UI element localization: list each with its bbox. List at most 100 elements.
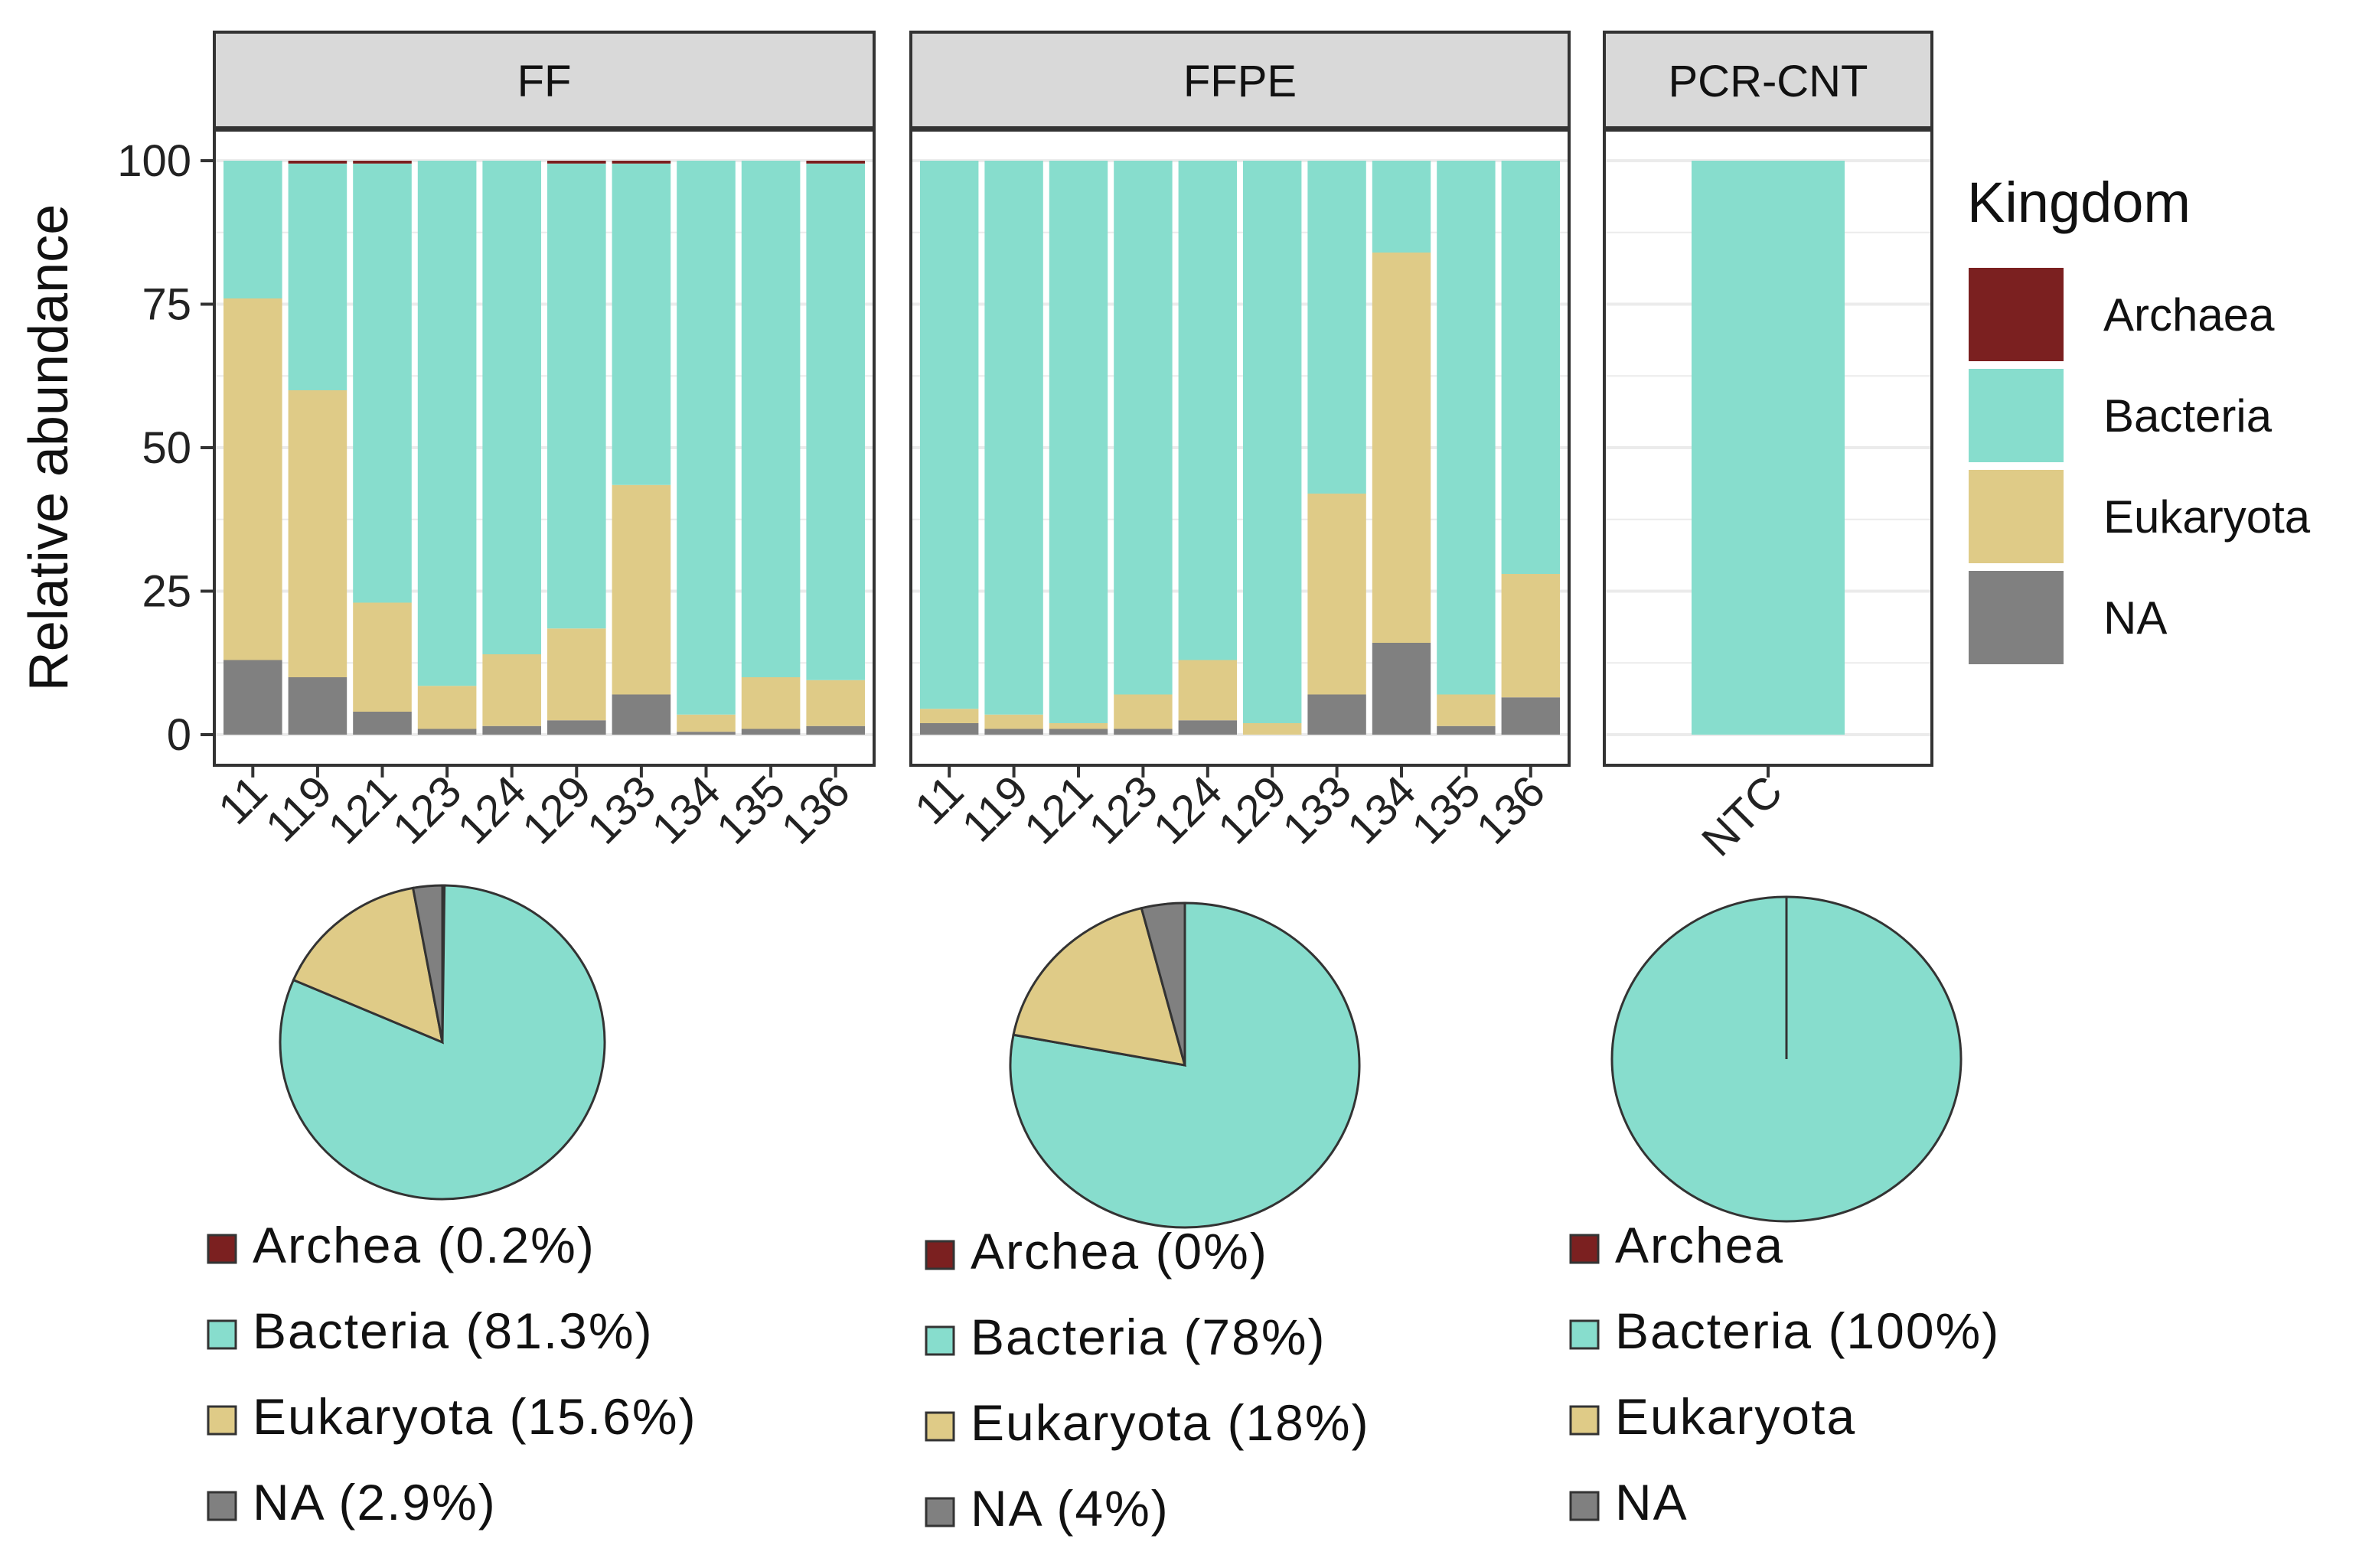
pie-slice-na [411,884,444,1043]
bar-segment-na [1178,720,1237,735]
bar-segment-bacteria [353,163,412,603]
bar-segment-na [224,660,282,735]
pie-slice-na [1140,901,1186,1066]
pie-legend-swatch-na [1569,1491,1600,1521]
facet-strip-label: FF [517,57,572,106]
bar-segment-na [547,720,606,735]
kingdom-legend: Kingdom Archaea Bacteria Eukaryota NA [1967,171,2311,664]
legend-label-bacteria: Bacteria [2103,390,2273,442]
bar-segment-na [1307,694,1366,735]
bar-segment-bacteria [806,163,865,680]
legend-label-eukaryota: Eukaryota [2103,491,2311,543]
pie-slice-eukaryota [1012,906,1187,1067]
bar-segment-bacteria [677,161,736,715]
pie-legend-swatch-na [925,1497,955,1527]
bar-segment-na [920,723,979,735]
panel-frame [1603,129,1933,767]
facet-strip-label: FFPE [1183,57,1297,106]
pie-legend-swatch-eukaryota [925,1411,955,1442]
bar-segment-na [1372,643,1431,735]
bar-segment-eukaryota [806,680,865,726]
bar-segment-na [984,729,1043,735]
pie-legend-label-bacteria: Bacteria (78%) [971,1309,1326,1365]
x-tick-label: 136 [772,766,859,853]
bar-segment-archaea [547,161,606,164]
y-tick-label: 0 [167,710,191,760]
bar-segment-bacteria [1372,161,1431,253]
facet-pcr-cnt: PCR-CNT NTC [1603,31,1933,865]
bar-segment-archaea [353,161,412,164]
bar-segment-eukaryota [741,677,801,729]
bar-segment-eukaryota [1049,723,1108,729]
bar-segment-bacteria [288,163,347,390]
bar-segment-eukaryota [482,654,541,726]
legend-swatch-na [1969,571,2064,664]
pie-legend-label-eukaryota: Eukaryota (15.6%) [253,1388,697,1445]
bar-segment-bacteria [1178,161,1237,660]
bar-segment-na [612,694,671,735]
legend-swatch-archaea [1969,268,2064,361]
bar-segment-na [806,725,865,735]
pie-legend-label-eukaryota: Eukaryota [1615,1388,1856,1445]
pie-legend-label-archaea: Archea (0%) [971,1223,1268,1280]
pie-legend-label-na: NA (2.9%) [253,1474,497,1531]
bar-segment-na [417,729,477,735]
y-tick-label: 50 [142,423,191,473]
facet-strip [1603,31,1933,129]
bar-segment-bacteria [1692,161,1845,735]
bar-segment-eukaryota [1178,660,1237,721]
panel-frame [213,129,876,767]
bar-segment-bacteria [1114,161,1173,695]
bar-segment-eukaryota [1307,494,1366,695]
bar-segment-eukaryota [288,390,347,677]
pie-legend-swatch-eukaryota [207,1405,237,1436]
pie-legend-swatch-bacteria [925,1325,955,1356]
bar-segment-eukaryota [417,686,477,729]
bar-segment-eukaryota [1114,694,1173,729]
bar-segment-bacteria [547,163,606,629]
bar-segment-na [1501,697,1560,735]
bar-segment-eukaryota [984,714,1043,729]
bar-segment-eukaryota [612,484,671,695]
bar-segment-bacteria [920,161,979,709]
bar-segment-eukaryota [920,709,979,723]
bar-segment-na [482,725,541,735]
bar-segment-bacteria [1243,161,1302,723]
bar-segment-eukaryota [1243,723,1302,735]
x-tick-label: 136 [1467,766,1555,853]
facet-strip [909,31,1571,129]
bar-segment-bacteria [1437,161,1496,695]
pie-legend-swatch-bacteria [1569,1319,1600,1350]
bar-segment-eukaryota [224,298,282,660]
pie-legend-label-na: NA [1615,1474,1688,1531]
pie-legend-swatch-na [207,1491,237,1521]
bar-segment-bacteria [224,161,282,298]
y-tick-label: 75 [142,280,191,330]
pie-legend-label-archaea: Archea (0.2%) [253,1217,595,1273]
bar-segment-archaea [806,161,865,164]
pie-legend-label-eukaryota: Eukaryota (18%) [971,1394,1370,1451]
panel-frame [909,129,1571,767]
legend-title: Kingdom [1967,171,2191,234]
bar-segment-eukaryota [353,602,412,712]
pie-legend-label-bacteria: Bacteria (100%) [1615,1302,2000,1359]
bar-segment-eukaryota [1501,574,1560,698]
bar-segment-bacteria [1501,161,1560,574]
bar-segment-bacteria [417,161,477,686]
legend-label-archaea: Archaea [2103,289,2275,341]
y-axis-title: Relative abundance [18,204,80,691]
bar-segment-bacteria [482,161,541,654]
bar-segment-eukaryota [547,628,606,721]
pie-pcr-cnt: Archea Bacteria (100%) Eukaryota NA [1569,895,2000,1531]
y-tick-label: 25 [142,567,191,617]
bar-segment-na [1049,729,1108,735]
pie-ff: Archea (0.2%) Bacteria (81.3%) Eukaryota (… [207,884,697,1531]
bar-segment-bacteria [612,163,671,485]
bar-segment-na [1114,729,1173,735]
bar-segment-bacteria [1307,161,1366,494]
bar-segment-archaea [612,161,671,164]
bar-segment-na [741,729,801,735]
